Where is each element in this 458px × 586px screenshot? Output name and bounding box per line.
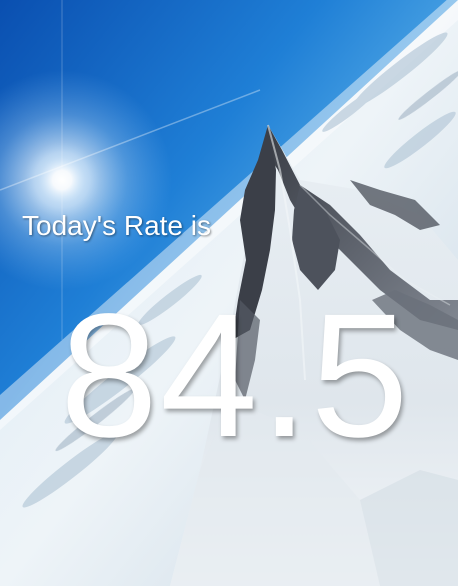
rate-value: 84.5 xyxy=(60,278,411,474)
rate-label: Today's Rate is xyxy=(22,210,211,241)
